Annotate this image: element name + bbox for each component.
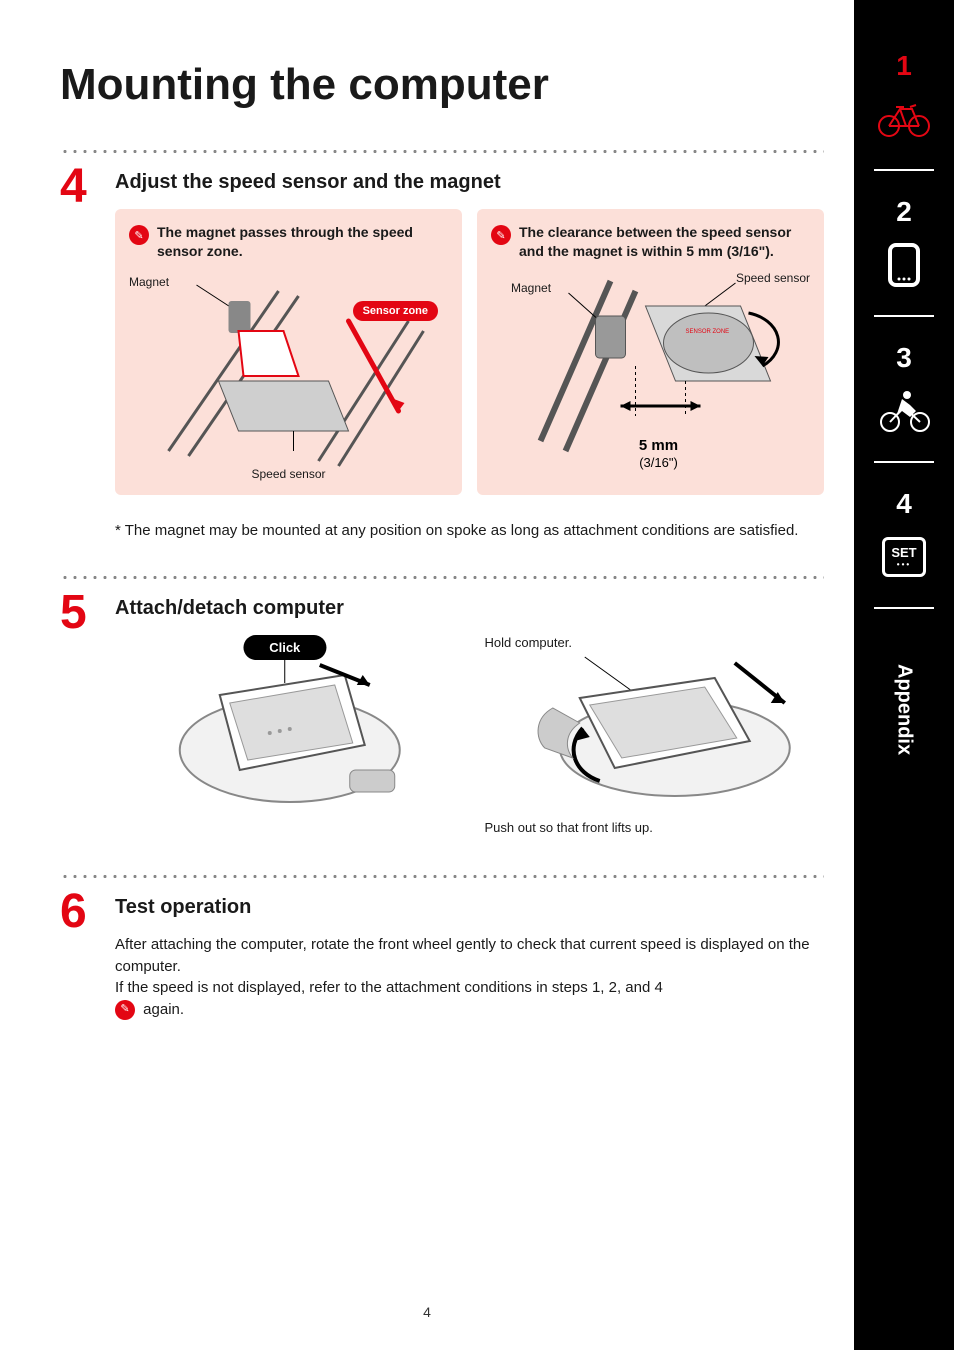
svg-text:SENSOR ZONE: SENSOR ZONE	[686, 329, 730, 335]
push-label: Push out so that front lifts up.	[485, 820, 653, 835]
step-5-title: Attach/detach computer	[115, 597, 824, 620]
clearance-in: (3/16")	[639, 455, 678, 470]
set-box: SET •••	[882, 537, 926, 577]
step-5-diagrams: Click Hold computer.	[115, 635, 824, 835]
clearance-value: 5 mm (3/16")	[619, 437, 699, 471]
panel-magnet-zone: The magnet passes through the speed sens…	[115, 209, 462, 495]
sidebar-divider	[874, 169, 934, 171]
label-speed-sensor: Speed sensor	[251, 467, 325, 481]
clearance-mm: 5 mm	[639, 437, 678, 454]
set-label: SET	[891, 545, 916, 560]
label-magnet-2: Magnet	[511, 281, 551, 295]
step-6-content: Test operation After attaching the compu…	[115, 888, 824, 1021]
step-6-body-2: If the speed is not displayed, refer to …	[115, 977, 824, 999]
step-number-6: 6	[60, 888, 115, 936]
diagram-sensor-zone: Magnet Sensor zone Speed sensor	[129, 271, 448, 481]
page-title: Mounting the computer	[60, 60, 824, 110]
step-6-body-3: again.	[115, 999, 824, 1021]
sidebar-step-3[interactable]: 3	[896, 342, 912, 374]
step-6: 6 Test operation After attaching the com…	[60, 888, 824, 1021]
diagram-clearance: Magnet Speed sensor 5 mm (3/16")	[491, 271, 810, 481]
alert-icon	[491, 225, 511, 245]
step-4-title: Adjust the speed sensor and the magnet	[115, 171, 824, 194]
alert-icon	[115, 1000, 135, 1020]
divider	[60, 576, 824, 579]
page-number: 4	[423, 1304, 431, 1320]
main-content: Mounting the computer 4 Adjust the speed…	[0, 0, 854, 1350]
step-number-5: 5	[60, 589, 115, 637]
step-6-title: Test operation	[115, 896, 824, 919]
sidebar-divider	[874, 461, 934, 463]
label-sensor-zone: Sensor zone	[353, 301, 438, 321]
bicycle-icon	[876, 94, 932, 144]
divider	[60, 150, 824, 153]
detach-svg	[485, 653, 825, 813]
step-4-note: * The magnet may be mounted at any posit…	[60, 520, 824, 541]
step-6-body-1: After attaching the computer, rotate the…	[115, 934, 824, 978]
step-number-4: 4	[60, 163, 115, 211]
sidebar-divider	[874, 315, 934, 317]
label-magnet: Magnet	[129, 275, 169, 289]
sidebar-appendix[interactable]: Appendix	[893, 664, 916, 755]
click-label: Click	[243, 635, 326, 660]
sidebar-step-1[interactable]: 1	[896, 50, 912, 82]
alert-icon	[129, 225, 149, 245]
step-4: 4 Adjust the speed sensor and the magnet…	[60, 163, 824, 510]
diagram-attach: Click	[115, 635, 455, 835]
panel1-text: The magnet passes through the speed sens…	[157, 223, 448, 261]
step-5-content: Attach/detach computer Click	[115, 589, 824, 835]
panel2-text: The clearance between the speed sensor a…	[519, 223, 810, 261]
sidebar-step-4[interactable]: 4	[896, 488, 912, 520]
device-icon	[876, 240, 932, 290]
sidebar-step-2[interactable]: 2	[896, 196, 912, 228]
step-4-panels: The magnet passes through the speed sens…	[115, 209, 824, 495]
sidebar-divider	[874, 607, 934, 609]
step-5: 5 Attach/detach computer Click	[60, 589, 824, 835]
sidebar-nav: 1 2 3 4	[854, 0, 954, 1350]
panel-clearance: The clearance between the speed sensor a…	[477, 209, 824, 495]
again-text: again.	[143, 1001, 184, 1018]
diagram-detach: Hold computer. Push out so that front li…	[485, 635, 825, 835]
attach-svg	[115, 635, 455, 835]
step-4-content: Adjust the speed sensor and the magnet T…	[115, 163, 824, 510]
hold-label: Hold computer.	[485, 635, 572, 650]
label-speed-sensor-2: Speed sensor	[736, 271, 810, 285]
cyclist-icon	[876, 386, 932, 436]
divider	[60, 875, 824, 878]
set-icon: SET •••	[876, 532, 932, 582]
